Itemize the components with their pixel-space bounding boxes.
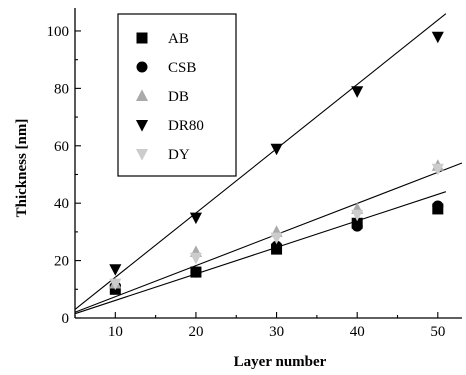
legend-label-dy: DY [168,147,190,163]
data-point [190,266,202,278]
data-point [109,278,122,291]
x-tick-label: 30 [269,324,284,340]
y-tick-label: 40 [54,196,69,212]
x-axis-title: Layer number [234,354,327,370]
legend-marker-ab [136,32,148,44]
data-point [431,31,444,44]
axes: 10 20 30 40 50 0 20 40 60 80 100 [47,8,462,340]
data-point [351,209,364,222]
x-tick-label: 20 [188,324,203,340]
data-point [351,220,363,232]
data-point [351,86,364,98]
legend-label-dr80: DR80 [168,118,204,134]
data-point [189,252,202,265]
series-db [109,159,444,289]
x-tick-label: 50 [430,324,445,340]
data-point [271,240,283,252]
y-tick-label: 80 [54,81,69,97]
legend-marker-db [135,89,149,101]
fit-line [74,13,447,310]
data-point [109,264,122,276]
data-point [270,232,283,245]
legend-marker-dy [135,149,149,161]
legend-label-ab: AB [168,31,189,47]
fit-lines [74,13,463,315]
series-dr80 [109,31,444,276]
series-csb [109,200,444,292]
y-tick-label: 100 [47,24,70,40]
x-tick-label: 10 [108,324,123,340]
data-points [109,31,444,295]
legend-label-csb: CSB [168,60,196,76]
legend-label-db: DB [168,89,189,105]
y-tick-label: 60 [54,139,69,155]
legend: AB CSB DB DR80 DY [117,13,237,177]
data-point [432,200,444,212]
data-point [189,212,202,225]
data-point [270,143,283,156]
y-tick-label: 0 [62,311,70,327]
legend-marker-dr80 [135,120,149,132]
data-point [431,163,444,176]
x-tick-label: 40 [350,324,365,340]
y-tick-label: 20 [54,254,69,270]
legend-marker-csb [136,61,148,73]
y-axis-title: Thickness [nm] [14,119,30,218]
series-dy [109,163,444,291]
fit-line [74,162,463,313]
fit-line [74,191,447,315]
